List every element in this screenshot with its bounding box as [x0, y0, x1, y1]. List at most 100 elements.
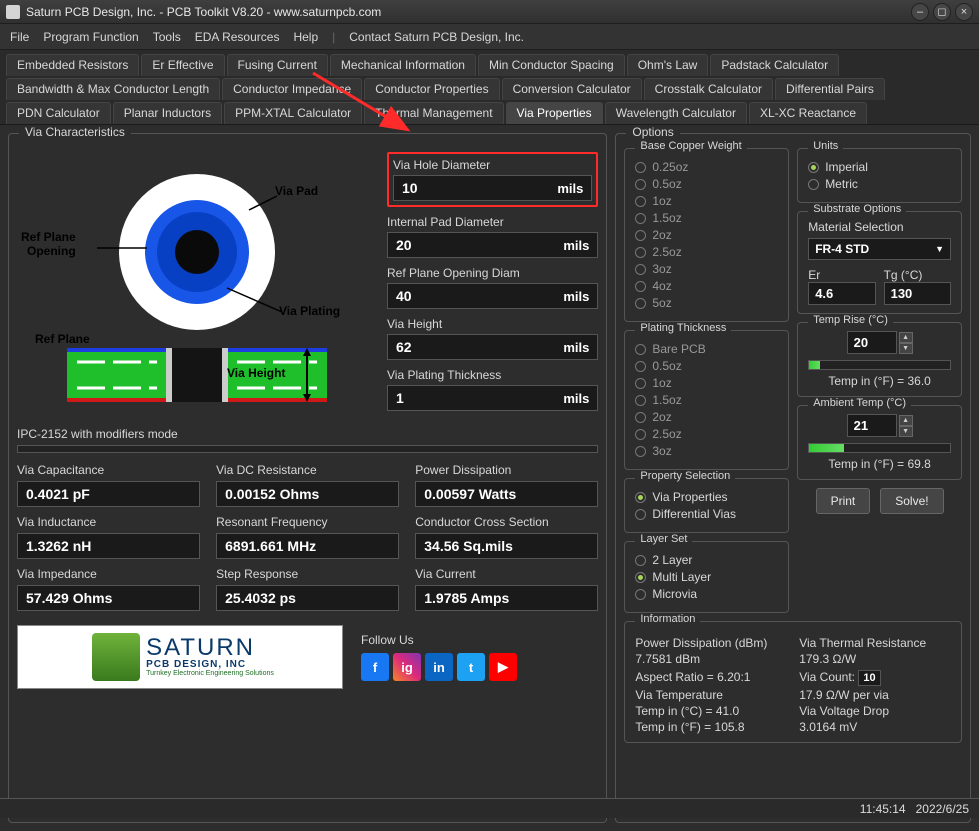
tab-xl-xc-reactance[interactable]: XL-XC Reactance [749, 102, 867, 124]
input-ref-plane-opening-diam[interactable]: 40mils [387, 283, 598, 309]
radio-1-5oz: 1.5oz [635, 393, 778, 407]
radio-imperial[interactable]: Imperial [808, 160, 951, 174]
ambient-temp-panel: Ambient Temp (°C) 21 ▲▼ Temp in (°F) = 6… [797, 405, 962, 480]
panel-legend: Options [626, 125, 679, 139]
tab-bar: Embedded ResistorsEr EffectiveFusing Cur… [0, 50, 979, 125]
menu-file[interactable]: File [10, 30, 29, 44]
youtube-icon[interactable]: ▶ [489, 653, 517, 681]
radio-multi-layer[interactable]: Multi Layer [635, 570, 778, 584]
info-cell: Via Thermal Resistance [799, 636, 951, 650]
radio-2-layer[interactable]: 2 Layer [635, 553, 778, 567]
radio-2oz: 2oz [635, 410, 778, 424]
solve-button[interactable]: Solve! [880, 488, 943, 514]
radio-1oz: 1oz [635, 376, 778, 390]
tab-crosstalk-calculator[interactable]: Crosstalk Calculator [644, 78, 773, 100]
menu-contact[interactable]: Contact Saturn PCB Design, Inc. [349, 30, 524, 44]
radio-2oz: 2oz [635, 228, 778, 242]
tab-conductor-properties[interactable]: Conductor Properties [364, 78, 499, 100]
tab-pdn-calculator[interactable]: PDN Calculator [6, 102, 111, 124]
result-label: Conductor Cross Section [415, 515, 598, 529]
print-button[interactable]: Print [816, 488, 871, 514]
result-value: 0.00152 Ohms [216, 481, 399, 507]
tg-input[interactable]: 130 [884, 282, 951, 305]
material-select[interactable]: FR-4 STD▼ [808, 238, 951, 260]
tab-bandwidth-max-conductor-length[interactable]: Bandwidth & Max Conductor Length [6, 78, 220, 100]
tab-ohm-s-law[interactable]: Ohm's Law [627, 54, 709, 76]
tab-thermal-management[interactable]: Thermal Management [364, 102, 503, 124]
spin-up[interactable]: ▲ [899, 415, 913, 426]
radio-1-5oz: 1.5oz [635, 211, 778, 225]
linkedin-icon[interactable]: in [425, 653, 453, 681]
info-cell: Temp in (°C) = 41.0 [635, 704, 787, 718]
tab-differential-pairs[interactable]: Differential Pairs [775, 78, 885, 100]
result-value: 25.4032 ps [216, 585, 399, 611]
instagram-icon[interactable]: ig [393, 653, 421, 681]
maximize-button[interactable]: ◻ [933, 3, 951, 21]
radio-via-properties[interactable]: Via Properties [635, 490, 778, 504]
tab-er-effective[interactable]: Er Effective [141, 54, 224, 76]
follow-us-label: Follow Us [361, 633, 517, 647]
twitter-icon[interactable]: t [457, 653, 485, 681]
base-copper-panel: Base Copper Weight 0.25oz0.5oz1oz1.5oz2o… [624, 148, 789, 322]
radio-differential-vias[interactable]: Differential Vias [635, 507, 778, 521]
menu-program-function[interactable]: Program Function [43, 30, 138, 44]
input-via-plating-thickness[interactable]: 1mils [387, 385, 598, 411]
title-bar: Saturn PCB Design, Inc. - PCB Toolkit V8… [0, 0, 979, 24]
layer-set-panel: Layer Set 2 LayerMulti LayerMicrovia [624, 541, 789, 613]
tab-fusing-current[interactable]: Fusing Current [227, 54, 328, 76]
result-label: Resonant Frequency [216, 515, 399, 529]
tab-wavelength-calculator[interactable]: Wavelength Calculator [605, 102, 747, 124]
radio-metric[interactable]: Metric [808, 177, 951, 191]
minimize-button[interactable]: – [911, 3, 929, 21]
tab-ppm-xtal-calculator[interactable]: PPM-XTAL Calculator [224, 102, 362, 124]
result-label: Via DC Resistance [216, 463, 399, 477]
saturn-logo: SATURN PCB DESIGN, INC Turnkey Electroni… [17, 625, 343, 689]
er-input[interactable]: 4.6 [808, 282, 875, 305]
result-value: 1.9785 Amps [415, 585, 598, 611]
via-count-input[interactable]: 10 [858, 670, 880, 686]
temp-rise-input[interactable]: 20 [847, 331, 897, 354]
menu-tools[interactable]: Tools [153, 30, 181, 44]
tab-conversion-calculator[interactable]: Conversion Calculator [502, 78, 642, 100]
property-selection-panel: Property Selection Via PropertiesDiffere… [624, 478, 789, 533]
radio-3oz: 3oz [635, 444, 778, 458]
radio-0-5oz: 0.5oz [635, 177, 778, 191]
radio-microvia[interactable]: Microvia [635, 587, 778, 601]
info-cell: Via Count: 10 [799, 670, 951, 686]
tab-mechanical-information[interactable]: Mechanical Information [330, 54, 476, 76]
field-label: Via Plating Thickness [387, 368, 598, 382]
status-bar: 11:45:14 2022/6/25 [0, 798, 979, 818]
tab-min-conductor-spacing[interactable]: Min Conductor Spacing [478, 54, 625, 76]
result-value: 0.00597 Watts [415, 481, 598, 507]
tab-padstack-calculator[interactable]: Padstack Calculator [710, 54, 839, 76]
radio-0-25oz: 0.25oz [635, 160, 778, 174]
ambient-temp-input[interactable]: 21 [847, 414, 897, 437]
tab-via-properties[interactable]: Via Properties [506, 102, 603, 124]
information-panel: Information Power Dissipation (dBm)Via T… [624, 621, 962, 743]
label-ref-plane-opening: Ref Plane Opening [21, 230, 76, 258]
input-via-hole-diameter[interactable]: 10mils [393, 175, 592, 201]
field-label: Via Height [387, 317, 598, 331]
facebook-icon[interactable]: f [361, 653, 389, 681]
window-title: Saturn PCB Design, Inc. - PCB Toolkit V8… [26, 5, 381, 19]
menu-eda-resources[interactable]: EDA Resources [195, 30, 280, 44]
close-button[interactable]: × [955, 3, 973, 21]
result-value: 57.429 Ohms [17, 585, 200, 611]
tab-embedded-resistors[interactable]: Embedded Resistors [6, 54, 139, 76]
options-panel: Options Base Copper Weight 0.25oz0.5oz1o… [615, 133, 971, 823]
spin-down[interactable]: ▼ [899, 426, 913, 437]
radio-5oz: 5oz [635, 296, 778, 310]
input-internal-pad-diameter[interactable]: 20mils [387, 232, 598, 258]
spin-down[interactable]: ▼ [899, 343, 913, 354]
input-via-height[interactable]: 62mils [387, 334, 598, 360]
spin-up[interactable]: ▲ [899, 332, 913, 343]
menu-help[interactable]: Help [293, 30, 318, 44]
result-label: Power Dissipation [415, 463, 598, 477]
field-label: Internal Pad Diameter [387, 215, 598, 229]
tab-planar-inductors[interactable]: Planar Inductors [113, 102, 222, 124]
info-cell: Via Voltage Drop [799, 704, 951, 718]
info-cell: 17.9 Ω/W per via [799, 688, 951, 702]
tab-conductor-impedance[interactable]: Conductor Impedance [222, 78, 362, 100]
info-cell: 7.7581 dBm [635, 652, 787, 666]
radio-3oz: 3oz [635, 262, 778, 276]
